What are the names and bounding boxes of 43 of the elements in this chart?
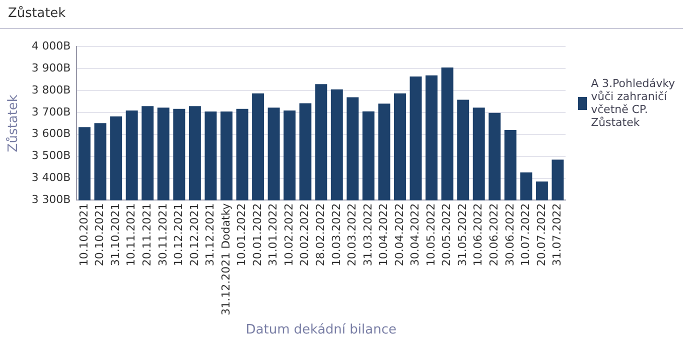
x-tick-label: 10.06.2022 xyxy=(472,203,485,266)
x-tick-label: 20.05.2022 xyxy=(440,203,454,266)
x-tick-label: 10.12.2021 xyxy=(172,203,186,266)
y-axis-title: Zůstatek xyxy=(5,94,22,152)
x-tick-label: 20.07.2022 xyxy=(534,203,548,266)
x-tick-label: 10.02.2022 xyxy=(282,203,296,266)
x-tick-label: 20.01.2022 xyxy=(250,203,264,266)
x-tick-label: 10.11.2021 xyxy=(124,203,138,266)
x-tick-label: 31.05.2022 xyxy=(456,203,469,266)
y-tick-label: 3 400B xyxy=(32,171,71,184)
x-axis-title: Datum dekádní bilance xyxy=(246,322,396,338)
x-tick-label: 20.04.2022 xyxy=(392,203,406,266)
y-tick-label: 3 600B xyxy=(32,127,71,140)
x-tick-label: 28.02.2022 xyxy=(314,203,327,266)
x-tick-label: 20.03.2022 xyxy=(346,203,359,266)
y-tick-label: 3 700B xyxy=(32,105,71,118)
x-tick-label: 31.12.2021 xyxy=(204,203,217,266)
x-tick-label: 31.12.2021 Dodatky xyxy=(219,202,232,316)
x-tick-label: 10.04.2022 xyxy=(377,203,390,266)
y-tick-label: 3 900B xyxy=(32,61,71,74)
x-tick-label: 10.03.2022 xyxy=(330,203,343,266)
x-tick-label: 30.06.2022 xyxy=(503,203,516,266)
x-tick-label: 31.01.2022 xyxy=(266,203,280,266)
x-tick-label: 20.11.2021 xyxy=(140,203,154,266)
y-tick-label: 3 800B xyxy=(32,83,71,96)
x-tick-label: 10.05.2022 xyxy=(424,203,438,266)
x-tick-label: 31.07.2022 xyxy=(550,203,564,266)
x-tick-label: 20.10.2021 xyxy=(93,203,106,266)
y-tick-label: 3 300B xyxy=(32,193,71,206)
x-tick-label: 31.03.2022 xyxy=(361,203,374,266)
y-tick-label: 4 000B xyxy=(32,39,71,52)
chart-title: Zůstatek xyxy=(8,6,66,21)
x-tick-label: 30.04.2022 xyxy=(408,203,422,266)
x-tick-label: 30.11.2021 xyxy=(156,203,170,266)
x-tick-label: 10.10.2021 xyxy=(77,203,90,266)
x-tick-label: 10.07.2022 xyxy=(519,203,532,266)
x-tick-label: 10.01.2022 xyxy=(235,203,248,266)
x-tick-label: 20.12.2021 xyxy=(188,203,201,266)
x-tick-label: 31.10.2021 xyxy=(108,203,122,266)
legend-label: A 3.Pohledávky vůči zahraničí včetně CP. Zůstatek xyxy=(591,77,676,129)
x-tick-label: 20.06.2022 xyxy=(488,203,500,266)
x-tick-label: 20.02.2022 xyxy=(298,203,312,266)
y-tick-label: 3 500B xyxy=(32,149,71,162)
